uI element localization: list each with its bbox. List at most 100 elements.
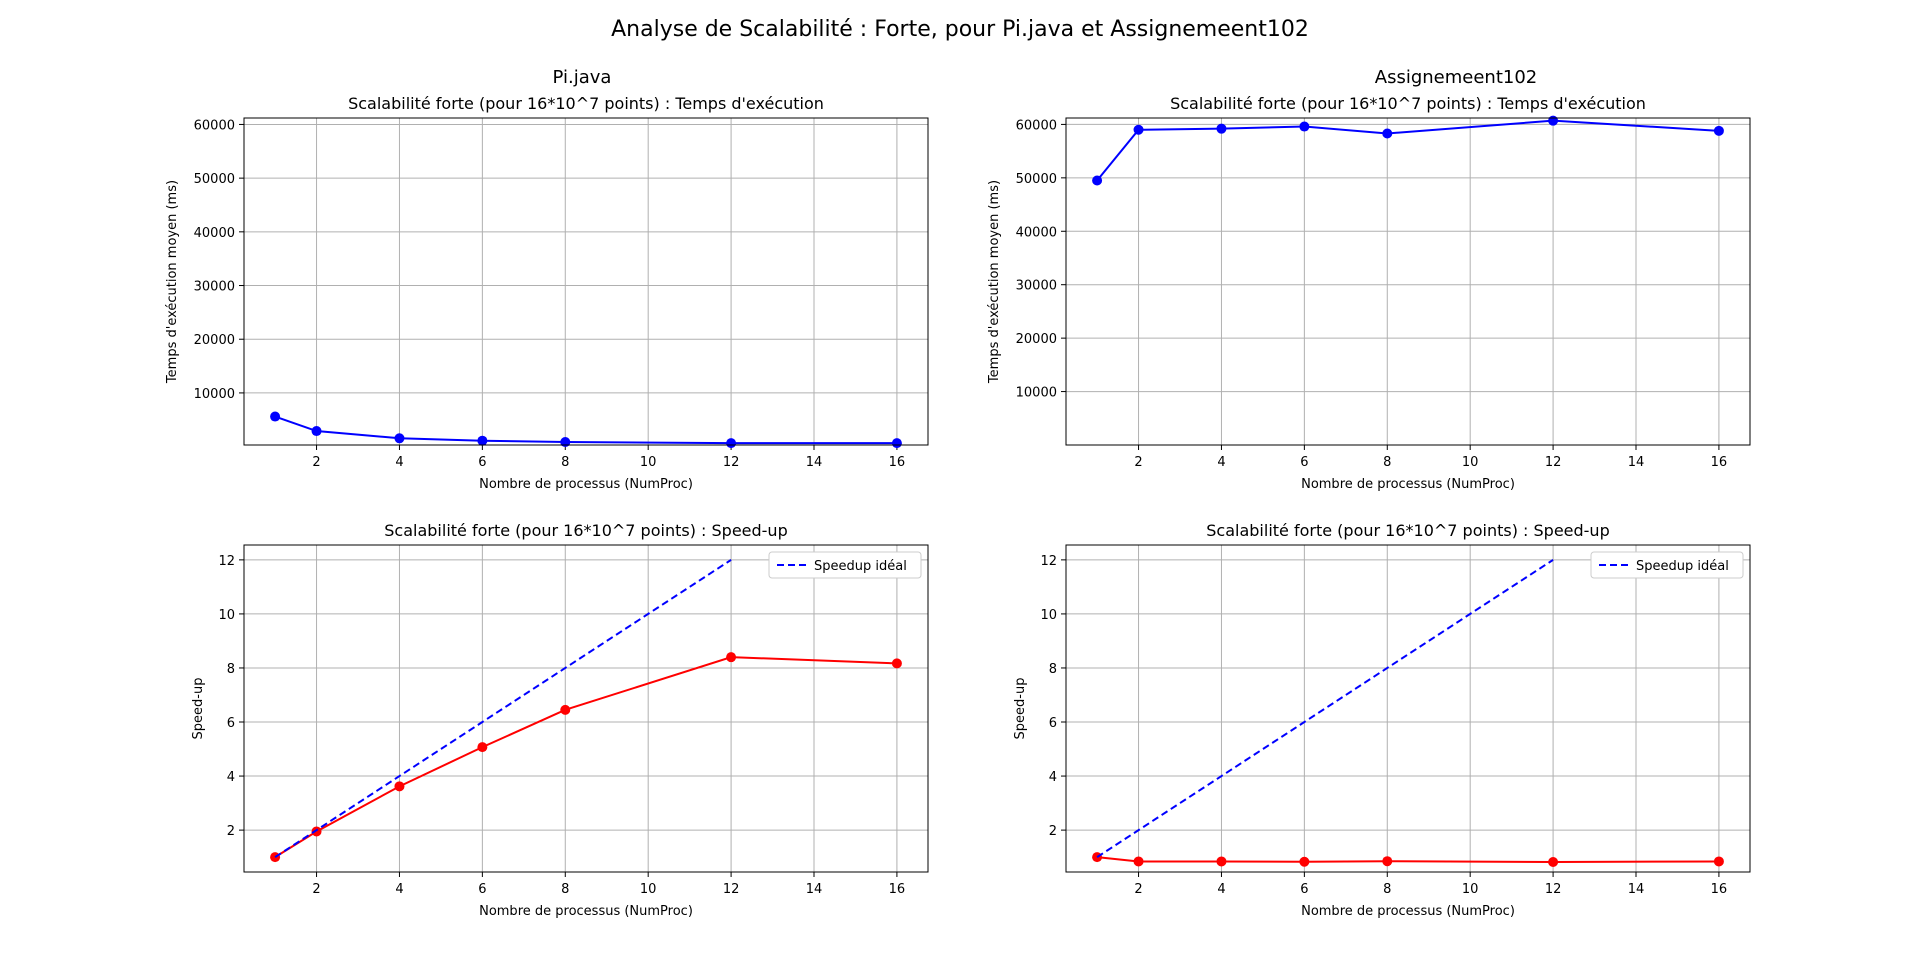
chart2-xtick-label-1: 4 xyxy=(395,882,403,897)
chart2-xtick-label-0: 2 xyxy=(312,882,320,897)
chart1-series-0-point-2 xyxy=(1216,123,1227,134)
chart2-xtick-label-7: 16 xyxy=(889,882,906,897)
chart3-xtick-label-7: 16 xyxy=(1711,882,1728,897)
chart2-xtick-label-2: 6 xyxy=(478,882,486,897)
chart0-title: Scalabilité forte (pour 16*10^7 points) … xyxy=(348,94,824,113)
chart0-xtick-label-3: 8 xyxy=(561,455,569,470)
figure-suptitle: Analyse de Scalabilité : Forte, pour Pi.… xyxy=(611,17,1309,42)
chart0-xtick-label-7: 16 xyxy=(889,455,906,470)
chart1-xtick-label-4: 10 xyxy=(1462,455,1479,470)
chart0-series-0-point-5 xyxy=(726,438,737,449)
chart2-series-0-point-6 xyxy=(891,658,902,669)
subplot-speedup-left: 2 4 6 8 10 12 14 16 2 4 6 8 10 12 Scalabilité forte (p… xyxy=(191,521,929,919)
chart2-ytick-label-4: 10 xyxy=(218,608,235,623)
chart0-series-0-point-4 xyxy=(560,437,571,448)
chart1-series-0-point-1 xyxy=(1133,124,1144,135)
chart3-xtick-label-1: 4 xyxy=(1217,882,1225,897)
chart2-xtick-label-4: 10 xyxy=(640,882,657,897)
chart0-xtick-label-0: 2 xyxy=(312,455,320,470)
chart0-series-0-point-1 xyxy=(311,426,322,437)
chart0-xtick-label-4: 10 xyxy=(640,455,657,470)
chart1-ytick-label-5: 60000 xyxy=(1016,118,1057,133)
chart0-ytick-label-2: 30000 xyxy=(194,280,235,295)
chart0-series-0-line xyxy=(274,415,897,445)
chart1-xtick-label-0: 2 xyxy=(1134,455,1142,470)
chart1-series-0-point-6 xyxy=(1713,125,1724,136)
chart0-ytick-label-5: 60000 xyxy=(194,118,235,133)
chart3-series-0-point-5 xyxy=(1548,857,1559,868)
chart2-legend-box xyxy=(768,551,922,579)
subplot-time-right: 2 4 6 8 10 12 14 16 10000 20000 30000 40000 50000 600… xyxy=(987,94,1751,492)
chart3-ytick-label-4: 10 xyxy=(1040,608,1057,623)
chart3-ytick-label-3: 8 xyxy=(1049,662,1057,677)
chart0-series-0-point-2 xyxy=(394,433,405,444)
chart2-series-0-point-1 xyxy=(311,826,322,837)
chart1-series-0-point-5 xyxy=(1548,115,1559,126)
chart1-xtick-label-3: 8 xyxy=(1383,455,1391,470)
chart0-ylabel: Temps d'exécution moyen (ms) xyxy=(165,180,180,384)
chart2-series-0-point-5 xyxy=(726,652,737,663)
chart3-series-0-point-3 xyxy=(1299,856,1310,867)
chart0-ytick-label-3: 40000 xyxy=(194,226,235,241)
chart3-xlabel: Nombre de processus (NumProc) xyxy=(1301,904,1515,919)
chart1-series-0-line xyxy=(1096,119,1719,182)
chart1-series-0-point-3 xyxy=(1299,121,1310,132)
chart1-xtick-label-1: 4 xyxy=(1217,455,1225,470)
chart0-ytick-label-4: 50000 xyxy=(194,172,235,187)
chart1-xtick-label-5: 12 xyxy=(1545,455,1562,470)
column-title-left: Pi.java xyxy=(553,67,612,88)
chart1-xtick-label-6: 14 xyxy=(1628,455,1645,470)
chart3-ytick-label-2: 6 xyxy=(1049,716,1057,731)
chart0-xtick-label-2: 6 xyxy=(478,455,486,470)
chart0-ytick-label-1: 20000 xyxy=(194,333,235,348)
chart2-axes-frame xyxy=(243,544,929,873)
chart1-series-0-point-0 xyxy=(1092,175,1103,186)
chart0-xlabel: Nombre de processus (NumProc) xyxy=(479,477,693,492)
chart2-series-ideal-line xyxy=(274,559,732,858)
chart3-xtick-label-6: 14 xyxy=(1628,882,1645,897)
chart2-ylabel: Speed-up xyxy=(191,678,206,740)
chart2-series-0-line xyxy=(274,656,897,858)
chart3-series-0-point-1 xyxy=(1133,856,1144,867)
chart3-series-ideal-line xyxy=(1096,559,1554,858)
chart2-series-0-point-3 xyxy=(477,742,488,753)
chart3-xtick-label-5: 12 xyxy=(1545,882,1562,897)
chart3-legend-box xyxy=(1590,551,1744,579)
chart1-ytick-label-0: 10000 xyxy=(1016,386,1057,401)
chart2-xtick-label-6: 14 xyxy=(806,882,823,897)
chart1-ylabel: Temps d'exécution moyen (ms) xyxy=(987,180,1002,384)
chart0-axes-frame xyxy=(243,117,929,446)
chart0-xtick-label-1: 4 xyxy=(395,455,403,470)
chart3-title: Scalabilité forte (pour 16*10^7 points) … xyxy=(1206,521,1609,540)
chart3-xtick-label-4: 10 xyxy=(1462,882,1479,897)
chart3-series-0-line xyxy=(1096,856,1719,864)
chart1-xlabel: Nombre de processus (NumProc) xyxy=(1301,477,1515,492)
chart3-series-0-point-6 xyxy=(1713,856,1724,867)
chart2-series-0-point-2 xyxy=(394,781,405,792)
chart0-series-0-point-6 xyxy=(891,438,902,449)
subplot-speedup-right: 2 4 6 8 10 12 14 16 2 4 6 8 10 12 Scalabilité forte (p… xyxy=(1013,521,1751,919)
chart1-xtick-label-7: 16 xyxy=(1711,455,1728,470)
column-title-right: Assignemeent102 xyxy=(1375,67,1537,88)
chart2-ytick-label-5: 12 xyxy=(218,554,235,569)
chart1-axes-frame xyxy=(1065,117,1751,446)
subplot-time-left: 2 4 6 8 10 12 14 16 10000 20000 30000 40000 50000 600… xyxy=(165,94,929,492)
chart1-series-0-point-4 xyxy=(1382,128,1393,139)
chart2-xtick-label-5: 12 xyxy=(723,882,740,897)
chart0-xtick-label-6: 14 xyxy=(806,455,823,470)
chart0-xtick-label-5: 12 xyxy=(723,455,740,470)
chart1-title: Scalabilité forte (pour 16*10^7 points) … xyxy=(1170,94,1646,113)
chart1-ytick-label-4: 50000 xyxy=(1016,172,1057,187)
chart2-ytick-label-2: 6 xyxy=(227,716,235,731)
chart2-series-0-point-4 xyxy=(560,704,571,715)
chart3-xtick-label-2: 6 xyxy=(1300,882,1308,897)
chart3-xtick-label-0: 2 xyxy=(1134,882,1142,897)
chart2-xtick-label-3: 8 xyxy=(561,882,569,897)
chart0-ytick-label-0: 10000 xyxy=(194,387,235,402)
chart2-ytick-label-1: 4 xyxy=(227,770,235,785)
chart3-axes-frame xyxy=(1065,544,1751,873)
chart0-series-0-point-0 xyxy=(270,411,281,422)
chart0-series-0-point-3 xyxy=(477,435,488,446)
chart2-xlabel: Nombre de processus (NumProc) xyxy=(479,904,693,919)
